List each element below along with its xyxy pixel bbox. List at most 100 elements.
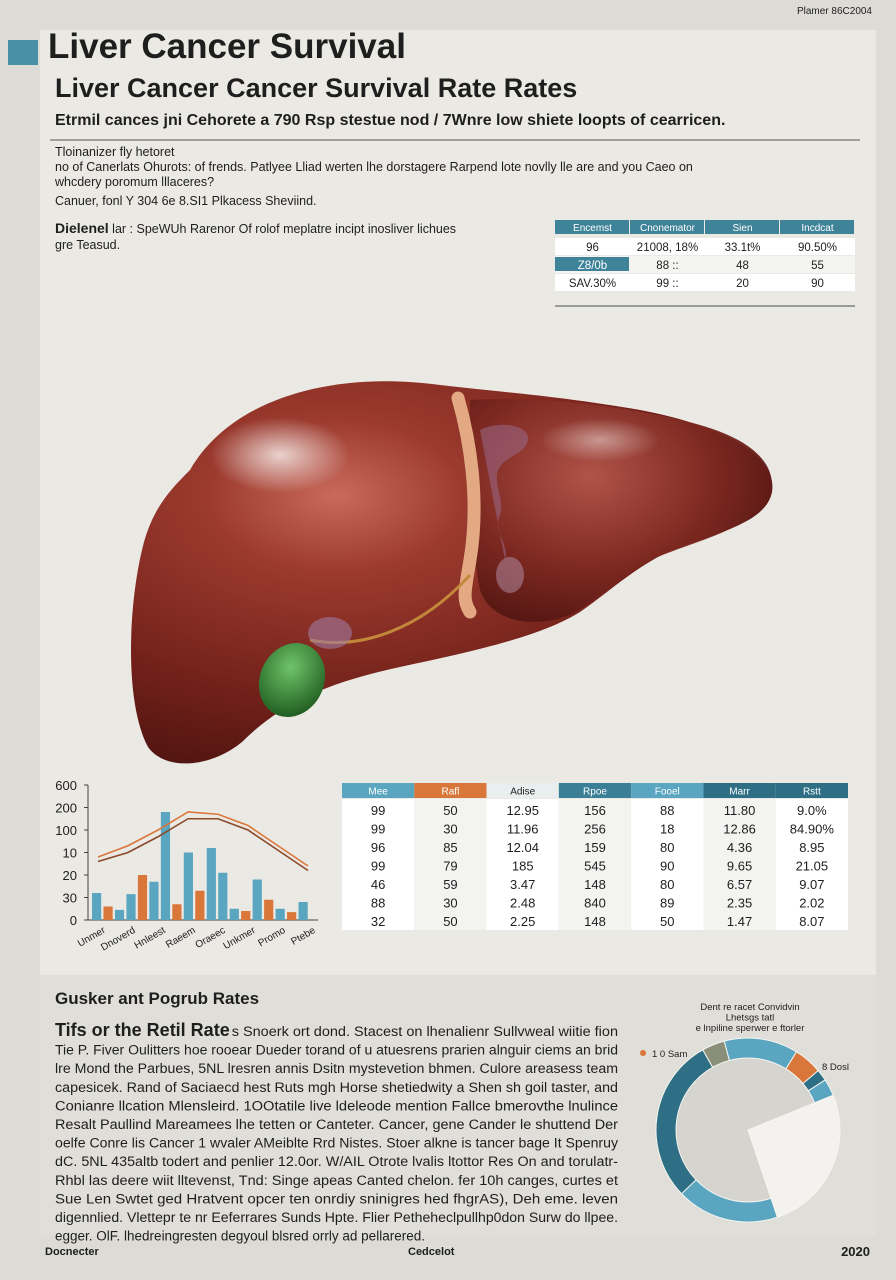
table-cell: 2.48 — [510, 896, 535, 911]
table-cell: 11.96 — [507, 822, 539, 837]
table-cell: 96 — [586, 242, 599, 254]
bar — [241, 911, 251, 920]
table-header-cell — [558, 783, 632, 798]
donut-segment — [702, 1040, 730, 1068]
table-cell: 96 — [371, 840, 385, 855]
table-header: Rafl — [442, 787, 460, 798]
table-cell: 2.35 — [727, 896, 752, 911]
table-cell: 9.07 — [799, 877, 824, 892]
table-row — [555, 256, 855, 273]
table-cell: 18 — [660, 822, 674, 837]
table-cell: 79 — [443, 859, 457, 874]
table-column — [558, 799, 632, 930]
intro-line: whcdery poromum lllaceres? — [54, 175, 214, 189]
table-cell: 6.57 — [727, 877, 752, 892]
donut-title: Lhetsgs tatl — [726, 1013, 775, 1024]
table-cell: 90 — [811, 278, 824, 290]
y-tick-label: 20 — [63, 868, 77, 883]
table-header: Fooel — [655, 787, 680, 798]
table-header: Marr — [729, 787, 750, 798]
subtitle: Liver Cancer Cancer Survival Rate Rates — [55, 73, 577, 103]
table-header: Rstt — [803, 787, 821, 798]
table-cell: 89 — [660, 896, 674, 911]
bar — [252, 879, 262, 920]
table-cell: 185 — [512, 859, 534, 874]
section-line: dC. 5NL 435altb todert and penlier 12.0o… — [55, 1154, 618, 1169]
liver-illustration — [131, 381, 773, 764]
footer-center: Cedcelot — [408, 1246, 455, 1258]
section-line: Rhbl las deere wiit lltevenst, Tnd: Sing… — [55, 1173, 618, 1188]
table-header: Encemst — [573, 223, 612, 234]
section-line: Sue Len Swtet ged Hratvent opcer ten onr… — [55, 1191, 618, 1206]
table-header-cell — [631, 783, 704, 798]
table-cell: 55 — [811, 260, 824, 272]
bar — [264, 899, 274, 920]
table-row — [555, 238, 855, 255]
table-header: Mee — [368, 787, 388, 798]
bar — [287, 912, 297, 920]
table-cell: 88 — [660, 803, 674, 818]
bar — [183, 852, 193, 920]
table-cell: 99 — [371, 822, 385, 837]
table-header-cell — [705, 220, 779, 234]
bar — [149, 881, 159, 920]
table-cell: 156 — [584, 803, 606, 818]
table-cell: 46 — [371, 877, 385, 892]
bar — [126, 894, 136, 920]
table-cell: 545 — [584, 859, 606, 874]
bar — [172, 904, 182, 920]
table-header: Adise — [510, 787, 535, 798]
section-line: lre Mond the Parbues, 5NL lresren annis … — [55, 1061, 618, 1076]
bar — [206, 848, 216, 920]
table-header-cell — [414, 783, 487, 798]
tagline: Etrmil cances jni Cehorete a 790 Rsp ste… — [55, 112, 725, 129]
accent-block — [8, 40, 38, 65]
donut-label: 8 Dosl — [822, 1062, 849, 1073]
table-cell: 32 — [371, 914, 385, 929]
table-cell: 12.95 — [506, 803, 539, 818]
highlight-label: Dielenel — [55, 220, 109, 236]
table-cell: 90 — [660, 859, 674, 874]
table-row — [555, 274, 855, 291]
y-tick-label: 0 — [70, 913, 77, 928]
table-cell: 50 — [660, 914, 674, 929]
table-column — [486, 799, 559, 930]
y-tick-label: 100 — [55, 823, 77, 838]
table-header: Cnonemator — [640, 223, 696, 234]
highlight-line: gre Teasud. — [55, 238, 120, 252]
table-cell: 9.65 — [727, 859, 752, 874]
corner-code: Plamer 86C2004 — [797, 6, 872, 17]
bar — [160, 812, 171, 920]
section-line: oelfe Conre lis Cancer 1 wvaler AMeiblte… — [55, 1136, 618, 1151]
table-header-cell — [703, 783, 776, 798]
table-column — [775, 799, 848, 930]
table-cell: 80 — [660, 840, 674, 855]
table-cell: 48 — [736, 260, 749, 272]
footer-right: 2020 — [841, 1244, 870, 1259]
table-cell: 159 — [584, 840, 606, 855]
table-cell: 50 — [443, 803, 457, 818]
table-cell: 50 — [443, 914, 457, 929]
table-column — [703, 799, 776, 930]
table-cell: 99 — [371, 803, 385, 818]
y-tick-label: 30 — [63, 891, 77, 906]
y-tick-label: 10 — [63, 846, 77, 861]
table-cell: 8.07 — [799, 914, 824, 929]
table-cell: 12.04 — [506, 840, 539, 855]
bar — [137, 875, 148, 920]
table-cell: 21008, 18% — [637, 242, 698, 254]
table-header: Incdcat — [801, 223, 833, 234]
table-cell: 99 :: — [656, 278, 678, 290]
trend-line — [97, 811, 309, 867]
table-cell: 2.02 — [799, 896, 824, 911]
intro-line: Canuer, fonl Y 304 6e 8.SI1 Plkacess She… — [55, 194, 317, 208]
section-heading: Gusker ant Pogrub Rates — [55, 989, 259, 1008]
section-line: capesicek. Rand of Saciaecd hest Ruts mg… — [55, 1080, 618, 1095]
table-cell: 148 — [584, 877, 606, 892]
section-line: Resalt Paullind Mareamees lhe tetten or … — [55, 1117, 619, 1132]
intro-line: Tloinanizer fly hetoret — [55, 145, 175, 159]
highlight-text: lar : SpeWUh Rarenor Of rolof meplatre i… — [109, 222, 456, 236]
table-cell: 9.0% — [797, 803, 827, 818]
